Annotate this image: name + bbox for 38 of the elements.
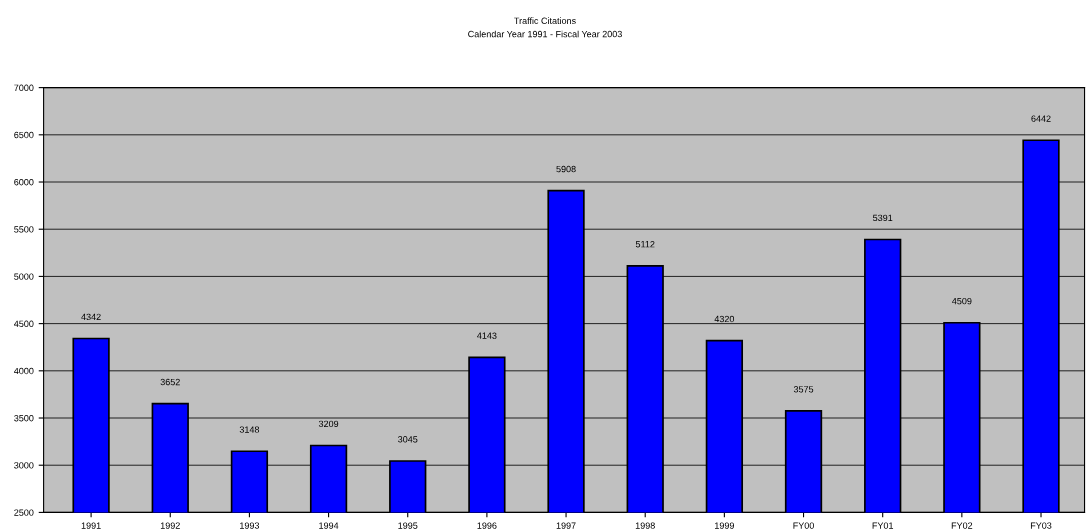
x-tick-label: FY02: [951, 522, 973, 529]
data-label: 3575: [793, 386, 814, 393]
data-label: 4509: [952, 297, 972, 305]
x-tick-label: 1995: [398, 522, 418, 529]
chart-title: Traffic Citations: [514, 17, 576, 24]
x-tick-label: FY03: [1030, 522, 1052, 529]
x-tick-label: 1994: [319, 522, 339, 529]
data-label: 4143: [477, 332, 497, 339]
x-tick-label: 1991: [81, 522, 101, 529]
data-label: 3148: [239, 426, 260, 433]
y-tick-label: 6500: [14, 131, 34, 139]
data-label: 5112: [635, 241, 655, 248]
y-tick-label: 2500: [14, 509, 34, 516]
y-tick-label: 5500: [14, 226, 34, 233]
data-label: 3045: [398, 436, 418, 443]
y-tick-label: 3500: [14, 414, 34, 422]
data-label: 5908: [556, 165, 576, 173]
x-tick-label: FY00: [793, 522, 814, 529]
x-tick-label: 1999: [715, 522, 734, 529]
y-tick-label: 7000: [14, 84, 34, 91]
chart-subtitle: Calendar Year 1991 - Fiscal Year 2003: [468, 30, 622, 38]
data-label: 6442: [1031, 115, 1051, 122]
x-tick-label: 1998: [635, 522, 655, 529]
data-label: 4320: [714, 315, 735, 323]
data-label: 5391: [873, 214, 893, 222]
data-label: 3209: [318, 420, 339, 428]
y-tick-label: 3000: [14, 462, 34, 469]
x-tick-label: 1992: [160, 522, 180, 529]
y-tick-label: 4000: [14, 367, 34, 375]
x-tick-label: 1996: [477, 522, 497, 529]
data-label: 3652: [160, 378, 180, 386]
x-tick-label: FY01: [872, 522, 894, 529]
y-tick-label: 5000: [14, 273, 34, 280]
x-tick-label: 1997: [556, 522, 576, 529]
y-tick-label: 4500: [14, 320, 34, 327]
x-tick-label: 1993: [240, 522, 260, 529]
y-tick-label: 6000: [14, 178, 34, 186]
data-label: 4342: [81, 313, 101, 321]
